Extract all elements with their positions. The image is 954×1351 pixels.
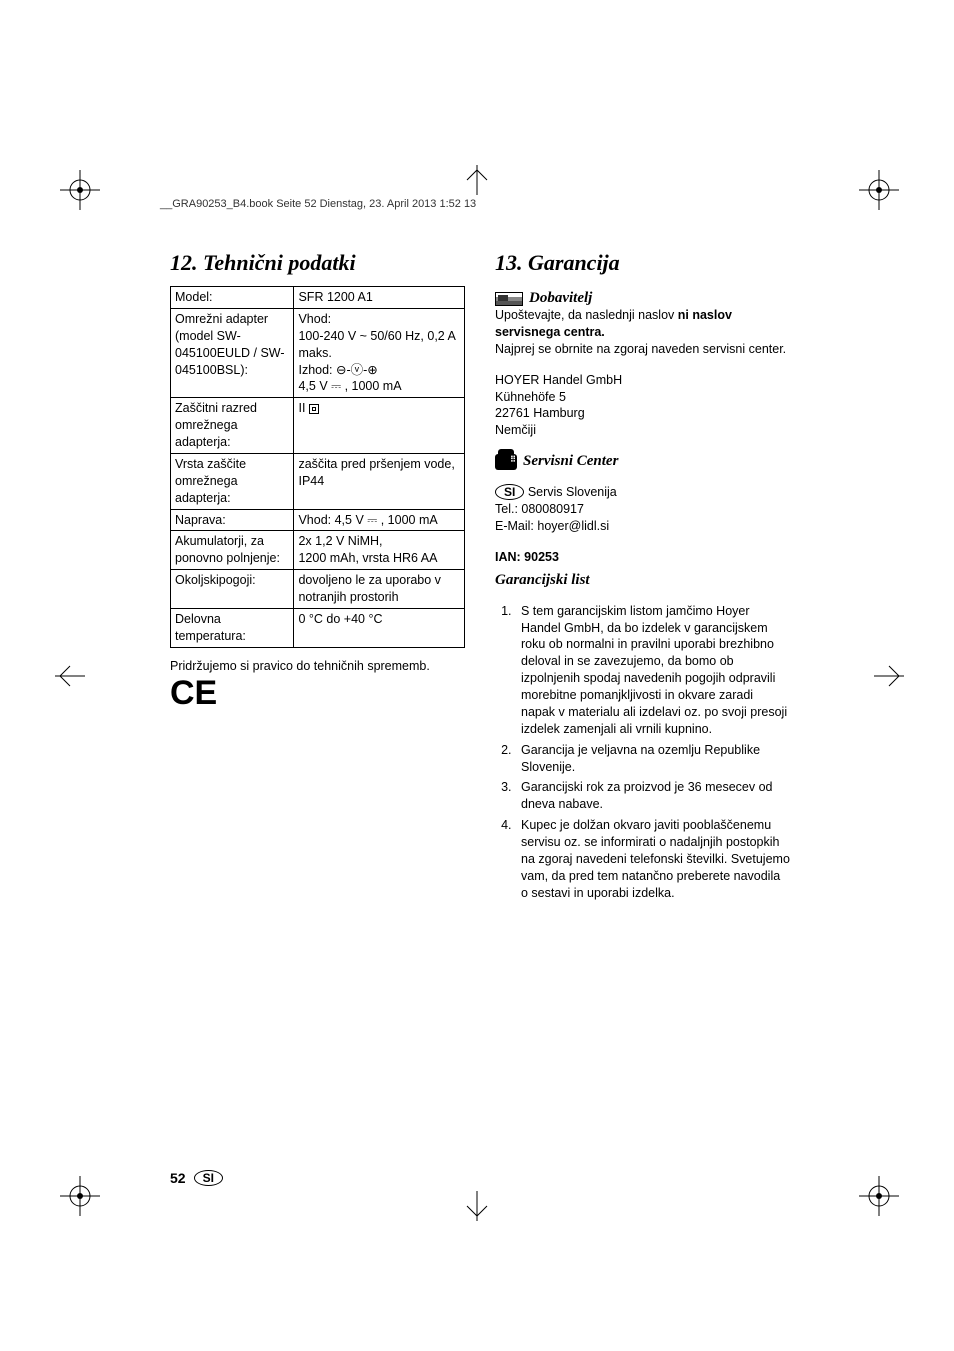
addr-line: 22761 Hamburg (495, 406, 585, 420)
spec-val: dovoljeno le za uporabo v notranjih pros… (294, 570, 465, 609)
addr-line: Nemčiji (495, 423, 536, 437)
ce-mark-icon: CE (170, 674, 465, 713)
spec-val: Vhod: 4,5 V ⎓ , 1000 mA (294, 509, 465, 531)
spec-val: SFR 1200 A1 (294, 287, 465, 309)
crop-mark-bl (60, 1176, 100, 1216)
table-row: Delovna temperatura:0 °C do +40 °C (171, 608, 465, 647)
warranty-heading: 13. Garancija (495, 250, 790, 276)
list-item: Garancijski rok za proizvod je 36 mesece… (515, 779, 790, 813)
supplier-address: HOYER Handel GmbH Kühnehöfe 5 22761 Hamb… (495, 372, 790, 440)
table-row: Omrežni adapter (model SW-045100EULD / S… (171, 308, 465, 397)
supplier-note2: Najprej se obrnite na zgoraj naveden ser… (495, 341, 790, 358)
table-row: Akumulatorji, za ponovno polnjenje:2x 1,… (171, 531, 465, 570)
page-number: 52 (170, 1170, 186, 1186)
phone-icon (495, 453, 517, 470)
crop-mark-rc (874, 656, 914, 696)
warranty-list-heading: Garancijski list (495, 572, 790, 589)
warranty-list: S tem garancijskim listom jamčimo Hoyer … (495, 603, 790, 902)
spec-val: 0 °C do +40 °C (294, 608, 465, 647)
crop-mark-br (859, 1176, 899, 1216)
table-row: Model:SFR 1200 A1 (171, 287, 465, 309)
spec-val: II (294, 398, 465, 454)
table-row: Okoljskipogoji:dovoljeno le za uporabo v… (171, 570, 465, 609)
service-mail: E-Mail: hoyer@lidl.si (495, 519, 609, 533)
supplier-label: Dobavitelj (529, 290, 592, 307)
supplier-text: Upoštevajte, da naslednji naslov (495, 308, 678, 322)
tech-data-heading: 12. Tehnični podatki (170, 250, 465, 276)
addr-line: HOYER Handel GmbH (495, 373, 622, 387)
supplier-note: Upoštevajte, da naslednji naslov ni nasl… (495, 307, 790, 341)
spec-val: zaščita pred pršenjem vode, IP44 (294, 453, 465, 509)
service-tel: Tel.: 080080917 (495, 502, 584, 516)
spec-key: Zaščitni razred omrežnega adapterja: (171, 398, 294, 454)
list-item: Garancija je veljavna na ozemlju Republi… (515, 742, 790, 776)
spec-key: Akumulatorji, za ponovno polnjenje: (171, 531, 294, 570)
flag-icon (495, 290, 523, 307)
service-label: Servisni Center (523, 453, 618, 470)
lang-oval-icon: SI (194, 1170, 223, 1186)
page-content: 12. Tehnični podatki Model:SFR 1200 A1 O… (170, 250, 790, 906)
crop-mark-tr (859, 170, 899, 210)
spec-key: Okoljskipogoji: (171, 570, 294, 609)
left-column: 12. Tehnični podatki Model:SFR 1200 A1 O… (170, 250, 465, 906)
crop-mark-bc (457, 1191, 497, 1231)
spec-key: Omrežni adapter (model SW-045100EULD / S… (171, 308, 294, 397)
table-row: Zaščitni razred omrežnega adapterja:II (171, 398, 465, 454)
list-item: Kupec je dolžan okvaro javiti pooblaščen… (515, 817, 790, 901)
addr-line: Kühnehöfe 5 (495, 390, 566, 404)
country-oval-icon: SI (495, 484, 524, 500)
spec-key: Model: (171, 287, 294, 309)
table-row: Vrsta zaščite omrežnega adapterja:zaščit… (171, 453, 465, 509)
crop-mark-lc (45, 656, 85, 696)
spec-val: 2x 1,2 V NiMH, 1200 mAh, vrsta HR6 AA (294, 531, 465, 570)
spec-table: Model:SFR 1200 A1 Omrežni adapter (model… (170, 286, 465, 648)
page-footer: 52 SI (170, 1170, 223, 1186)
print-header: __GRA90253_B4.book Seite 52 Dienstag, 23… (160, 198, 476, 210)
tech-note: Pridržujemo si pravico do tehničnih spre… (170, 658, 465, 674)
crop-mark-tl (60, 170, 100, 210)
service-block: SI Servis Slovenija Tel.: 080080917 E-Ma… (495, 484, 790, 535)
spec-key: Naprava: (171, 509, 294, 531)
spec-key: Delovna temperatura: (171, 608, 294, 647)
crop-mark-tc (457, 155, 497, 195)
spec-val: Vhod: 100-240 V ~ 50/60 Hz, 0,2 A maks. … (294, 308, 465, 397)
spec-key: Vrsta zaščite omrežnega adapterja: (171, 453, 294, 509)
ian-number: IAN: 90253 (495, 549, 790, 566)
supplier-subheading: Dobavitelj (495, 290, 790, 307)
service-name: Servis Slovenija (528, 485, 617, 499)
table-row: Naprava:Vhod: 4,5 V ⎓ , 1000 mA (171, 509, 465, 531)
list-item: S tem garancijskim listom jamčimo Hoyer … (515, 603, 790, 738)
service-subheading: Servisni Center (495, 453, 790, 470)
right-column: 13. Garancija Dobavitelj Upoštevajte, da… (495, 250, 790, 906)
